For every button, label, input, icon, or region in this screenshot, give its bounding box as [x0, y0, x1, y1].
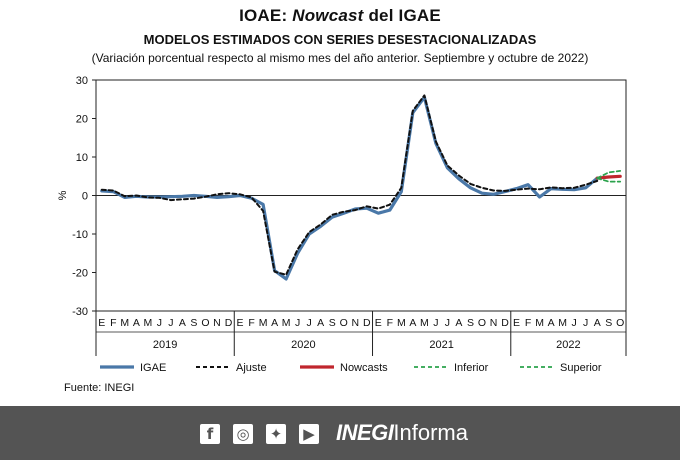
y-tick-label: -10 [72, 229, 88, 241]
y-tick-label: 30 [76, 75, 88, 87]
x-tick-label: M [397, 317, 406, 329]
chart-subtitle: Modelos estimados con series desestacion… [143, 32, 537, 47]
y-tick-label: 20 [76, 114, 88, 126]
inegi-informa-logo[interactable]: INEGIInforma [336, 420, 468, 446]
x-tick-label: M [143, 317, 152, 329]
year-label: 2022 [556, 339, 580, 351]
x-tick-label: A [409, 317, 416, 329]
x-tick-label: J [433, 317, 438, 329]
chart-legend: IGAE Ajuste Nowcasts Inferior Superior [100, 362, 602, 374]
x-tick-label: N [213, 317, 221, 329]
x-tick-label: A [133, 317, 140, 329]
youtube-icon[interactable]: ▶ [299, 424, 319, 444]
x-tick-label: N [351, 317, 359, 329]
facebook-icon[interactable]: f [200, 424, 220, 444]
legend-label-ajuste: Ajuste [236, 362, 267, 374]
x-tick-label: O [201, 317, 209, 329]
x-tick-label: E [237, 317, 244, 329]
x-tick-label: N [490, 317, 498, 329]
series-line-igae [100, 95, 599, 281]
y-tick-label: 0 [82, 191, 88, 203]
y-tick-label: -20 [72, 268, 88, 280]
x-tick-label: F [387, 317, 393, 329]
x-tick-label: M [558, 317, 567, 329]
year-label: 2020 [291, 339, 315, 351]
year-label: 2021 [429, 339, 453, 351]
x-tick-label: J [445, 317, 450, 329]
series-line-inferior [596, 177, 622, 183]
x-tick-label: J [307, 317, 312, 329]
x-tick-label: A [594, 317, 601, 329]
x-tick-label: E [513, 317, 520, 329]
chart-note: (Variación porcentual respecto al mismo … [91, 51, 589, 65]
legend-label-inferior: Inferior [454, 362, 489, 374]
chart-title: IOAE: Nowcast del IGAE [0, 6, 680, 26]
footer-bar: f ◎ ✦ ▶ INEGIInforma [0, 406, 680, 460]
x-tick-label: E [375, 317, 382, 329]
x-tick-label: J [157, 317, 162, 329]
x-tick-label: M [420, 317, 429, 329]
x-tick-label: S [329, 317, 336, 329]
x-tick-label: O [340, 317, 348, 329]
x-tick-label: F [525, 317, 531, 329]
y-tick-label: -30 [72, 306, 88, 318]
x-tick-label: F [110, 317, 116, 329]
x-tick-label: F [248, 317, 254, 329]
x-tick-label: M [282, 317, 291, 329]
title-part2: del IGAE [363, 6, 441, 25]
x-tick-label: M [120, 317, 129, 329]
x-tick-label: S [467, 317, 474, 329]
x-tick-label: D [501, 317, 509, 329]
instagram-icon[interactable]: ◎ [233, 424, 253, 444]
twitter-icon[interactable]: ✦ [266, 424, 286, 444]
x-tick-label: J [572, 317, 577, 329]
x-tick-label: J [583, 317, 588, 329]
x-tick-label: A [317, 317, 324, 329]
title-part1: IOAE: [239, 6, 293, 25]
x-tick-label: O [478, 317, 486, 329]
series-line-superior [596, 169, 622, 180]
title-italic: Nowcast [292, 6, 364, 25]
x-tick-label: A [179, 317, 186, 329]
x-tick-label: E [98, 317, 105, 329]
brand-light: Informa [393, 420, 468, 445]
x-tick-label: A [455, 317, 462, 329]
x-tick-label: A [271, 317, 278, 329]
x-tick-label: O [616, 317, 624, 329]
series-line-nowcasts [595, 174, 622, 180]
x-tick-label: J [168, 317, 173, 329]
brand-bold: INEGI [336, 420, 394, 445]
chart-series-lines [100, 94, 622, 281]
x-tick-label: M [259, 317, 268, 329]
legend-label-igae: IGAE [140, 362, 166, 374]
legend-label-superior: Superior [560, 362, 602, 374]
year-label: 2019 [153, 339, 177, 351]
series-line-ajuste [100, 94, 599, 276]
x-tick-label: D [225, 317, 233, 329]
x-tick-label: D [363, 317, 371, 329]
x-tick-label: J [295, 317, 300, 329]
y-axis-label: % [57, 190, 69, 200]
x-tick-label: S [190, 317, 197, 329]
y-tick-label: 10 [76, 152, 88, 164]
legend-label-nowcasts: Nowcasts [340, 362, 388, 374]
source-note: Fuente: INEGI [64, 382, 135, 394]
x-tick-label: S [605, 317, 612, 329]
x-tick-label: M [535, 317, 544, 329]
x-tick-label: A [548, 317, 555, 329]
